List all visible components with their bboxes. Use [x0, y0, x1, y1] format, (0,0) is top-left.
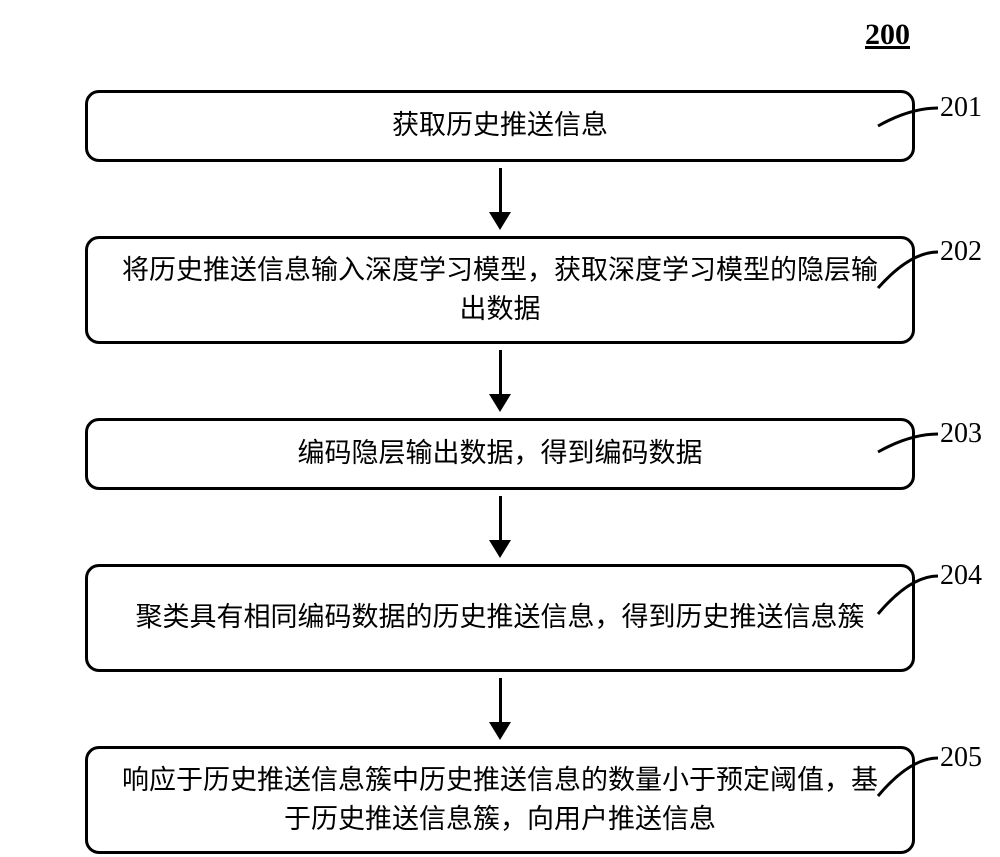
arrow-down-icon [489, 168, 511, 230]
arrow-down-icon [489, 496, 511, 558]
step-box-203: 编码隐层输出数据，得到编码数据 [85, 418, 915, 490]
step-number-201: 201 [940, 92, 982, 124]
step-text: 响应于历史推送信息簇中历史推送信息的数量小于预定阈值，基于历史推送信息簇，向用户… [118, 761, 882, 839]
step-text: 获取历史推送信息 [392, 106, 608, 145]
step-text: 聚类具有相同编码数据的历史推送信息，得到历史推送信息簇 [136, 598, 865, 637]
step-box-201: 获取历史推送信息 [85, 90, 915, 162]
step-number-203: 203 [940, 418, 982, 450]
arrow-down-icon [489, 678, 511, 740]
arrow-head [489, 722, 511, 740]
step-box-204: 聚类具有相同编码数据的历史推送信息，得到历史推送信息簇 [85, 564, 915, 672]
arrow-shaft [499, 496, 502, 540]
step-box-205: 响应于历史推送信息簇中历史推送信息的数量小于预定阈值，基于历史推送信息簇，向用户… [85, 746, 915, 854]
arrow-shaft [499, 168, 502, 212]
step-number-204: 204 [940, 560, 982, 592]
step-text: 将历史推送信息输入深度学习模型，获取深度学习模型的隐层输出数据 [118, 251, 882, 329]
arrow-shaft [499, 350, 502, 394]
step-number-202: 202 [940, 236, 982, 268]
figure-label: 200 [865, 18, 910, 52]
step-text: 编码隐层输出数据，得到编码数据 [298, 434, 703, 473]
flowchart: 获取历史推送信息 将历史推送信息输入深度学习模型，获取深度学习模型的隐层输出数据… [50, 90, 950, 854]
step-box-202: 将历史推送信息输入深度学习模型，获取深度学习模型的隐层输出数据 [85, 236, 915, 344]
arrow-head [489, 212, 511, 230]
arrow-head [489, 540, 511, 558]
arrow-shaft [499, 678, 502, 722]
arrow-down-icon [489, 350, 511, 412]
step-number-205: 205 [940, 742, 982, 774]
arrow-head [489, 394, 511, 412]
